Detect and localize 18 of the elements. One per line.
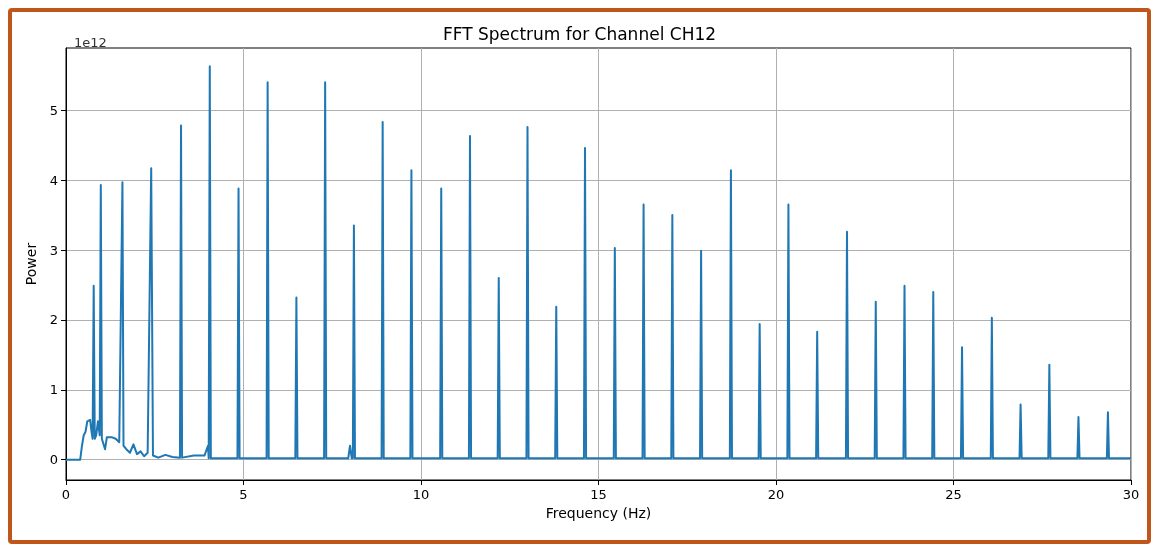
x-axis-title: Frequency (Hz) [545,505,652,521]
annotation: 1e12 [74,35,107,50]
x-tick-label: 20 [767,487,785,502]
x-tick-label: 25 [945,487,962,502]
y-axis-title: Power [23,242,39,286]
line-series [65,65,1132,461]
y-tick-label: 2 [49,312,58,328]
y-tick-label: 3 [49,242,58,258]
x-tick-label: 0 [61,487,71,502]
x-tick-label: 15 [590,487,607,502]
chart-title: FFT Spectrum for Channel CH12 [442,23,717,44]
y-tick-label: 5 [49,102,58,118]
x-tick-label: 10 [412,487,430,502]
y-tick-label: 1 [49,382,58,398]
y-tick-label: 4 [49,172,58,188]
x-tick-label: 30 [1122,487,1140,502]
x-tick-label: 5 [239,487,248,502]
y-tick-label: 0 [49,452,58,468]
